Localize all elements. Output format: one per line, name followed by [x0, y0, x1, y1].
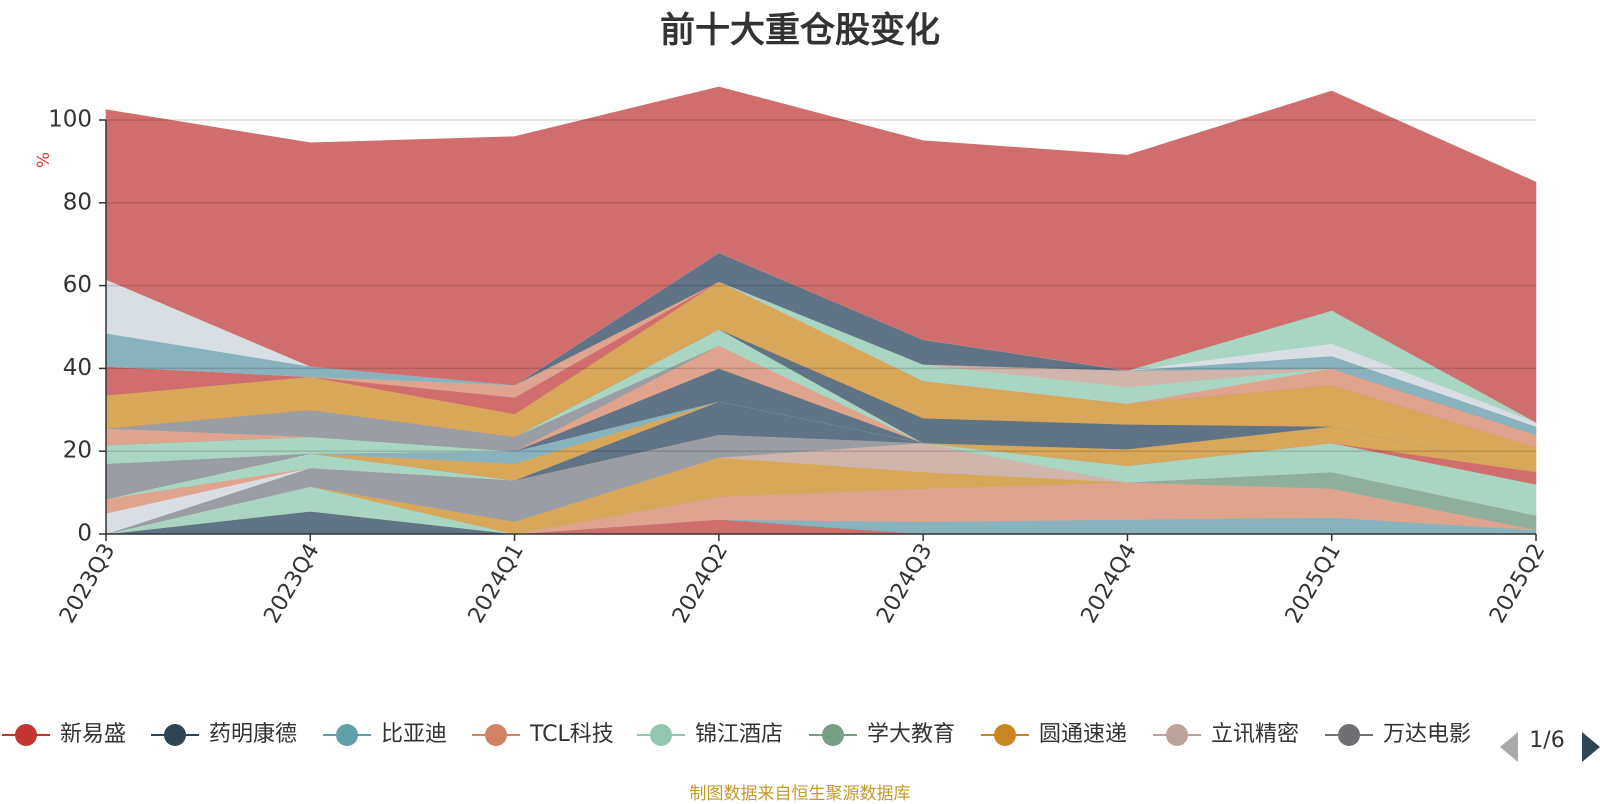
- legend-swatch-dot: [336, 724, 358, 746]
- x-tick-label: 2023Q4: [259, 540, 324, 628]
- legend-item[interactable]: 新易盛: [2, 722, 126, 747]
- legend-label: 药明康德: [209, 722, 297, 747]
- x-tick-label: 2023Q3: [55, 540, 120, 628]
- legend-item[interactable]: 立讯精密: [1153, 722, 1299, 747]
- legend-label: 圆通速递: [1039, 722, 1127, 747]
- legend-label: 立讯精密: [1211, 722, 1299, 747]
- legend-item[interactable]: 圆通速递: [981, 722, 1127, 747]
- legend-swatch-dot: [1338, 724, 1360, 746]
- gridlines: [106, 119, 1536, 452]
- legend-item[interactable]: 学大教育: [809, 722, 955, 747]
- legend-label: 学大教育: [867, 722, 955, 747]
- y-tick-label: 80: [63, 189, 92, 215]
- x-tick-label: 2024Q2: [668, 540, 733, 628]
- y-tick-label: 0: [77, 521, 92, 547]
- triangle-left-icon[interactable]: [1500, 732, 1518, 762]
- legend-swatch-dot: [485, 724, 507, 746]
- legend-label: 万达电影: [1383, 722, 1471, 747]
- chart-title: 前十大重仓股变化: [659, 11, 940, 51]
- legend-item[interactable]: 锦江酒店: [637, 722, 783, 747]
- legend-swatch-dot: [15, 724, 37, 746]
- legend-swatch-dot: [1166, 724, 1188, 746]
- legend-swatch-dot: [994, 724, 1016, 746]
- y-tick-label: 40: [63, 355, 92, 381]
- legend-swatch-dot: [822, 724, 844, 746]
- legend-item[interactable]: TCL科技: [472, 722, 614, 747]
- x-tick-label: 2024Q4: [1077, 540, 1142, 628]
- legend-item[interactable]: 比亚迪: [323, 722, 447, 747]
- x-tick-label: 2024Q3: [872, 540, 937, 628]
- legend-label: TCL科技: [529, 722, 614, 747]
- y-tick-label: 100: [48, 107, 92, 133]
- x-tick-label: 2025Q1: [1281, 540, 1346, 628]
- y-tick-label: 20: [63, 438, 92, 464]
- x-axis-ticks: 2023Q3 2023Q4 2024Q1 2024Q2 2024Q3 2024Q4 2025…: [55, 534, 1550, 628]
- legend-swatch-dot: [164, 724, 186, 746]
- legend-item[interactable]: 万达电影: [1325, 722, 1471, 747]
- legend-label: 比亚迪: [381, 722, 447, 747]
- legend-label: 新易盛: [60, 722, 126, 747]
- legend-label: 锦江酒店: [695, 722, 783, 747]
- area-series-40: [105, 86, 1537, 423]
- x-tick-label: 2024Q1: [464, 540, 529, 628]
- area-layers: [105, 86, 1537, 535]
- axes: [105, 120, 1536, 535]
- x-tick-label: 2025Q2: [1485, 540, 1550, 628]
- y-axis-unit-label: %: [34, 152, 54, 168]
- legend-pager: 1/6: [1500, 728, 1600, 762]
- legend-swatch-dot: [650, 724, 672, 746]
- triangle-right-icon[interactable]: [1582, 732, 1600, 762]
- data-source-note: 制图数据来自恒生聚源数据库: [689, 784, 911, 804]
- y-tick-label: 60: [63, 272, 92, 298]
- legend-item[interactable]: 药明康德: [151, 722, 297, 747]
- legend: 新易盛 药明康德 比亚迪 TCL科技 锦江酒店 学大教育 圆通速递 立讯精密 万达电影: [2, 722, 1471, 747]
- legend-page-indicator: 1/6: [1529, 728, 1564, 753]
- y-axis-ticks: 0 20 40 60 80 100: [48, 107, 106, 547]
